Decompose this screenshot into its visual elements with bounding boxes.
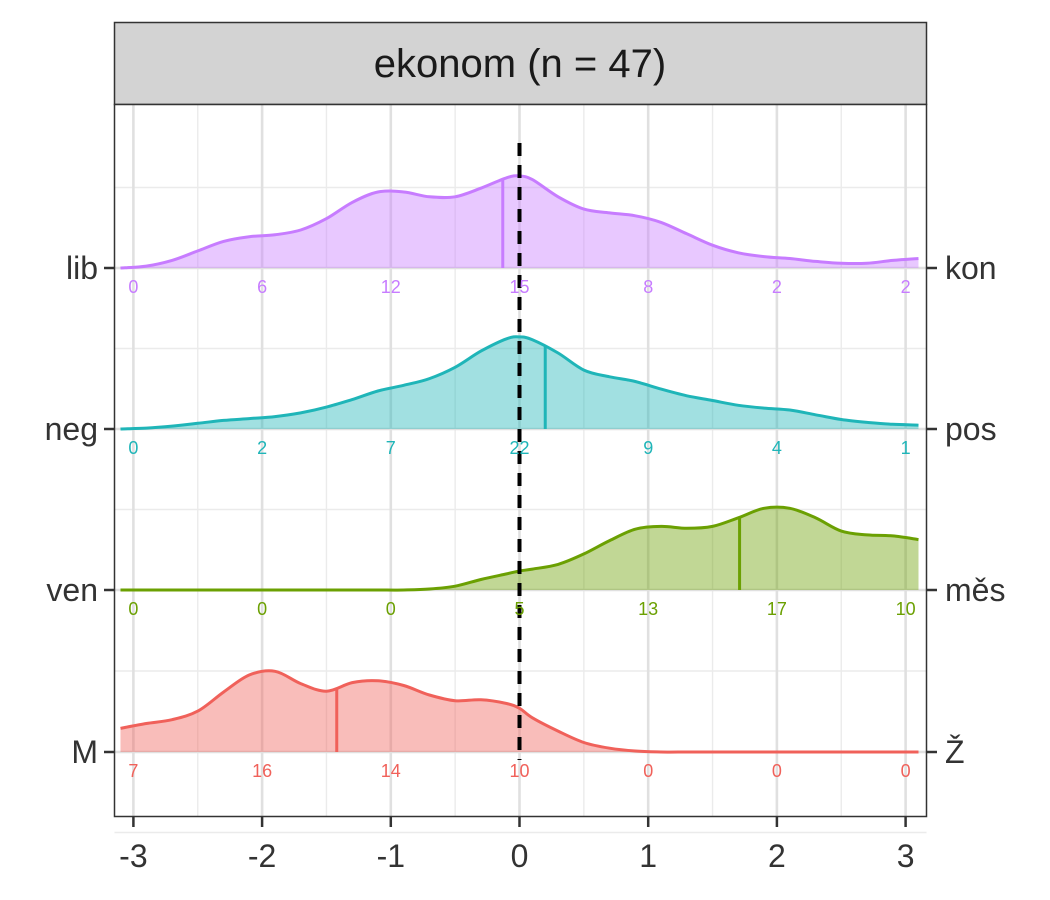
y-label-right-měs: měs — [945, 572, 1005, 608]
x-tick-label: -1 — [377, 838, 405, 874]
x-tick-label: 1 — [639, 838, 657, 874]
count-label: 0 — [128, 599, 138, 619]
count-label: 17 — [767, 599, 787, 619]
x-tick-label: 2 — [768, 838, 786, 874]
count-label: 0 — [386, 599, 396, 619]
count-label: 6 — [257, 277, 267, 297]
ridge-M — [120, 669, 919, 754]
density-area-ven — [120, 507, 919, 591]
x-tick-label: -2 — [248, 838, 276, 874]
y-axis-right: kon pos měs Ž — [926, 250, 1005, 770]
count-label: 0 — [772, 761, 782, 781]
y-label-left-neg: neg — [45, 411, 98, 447]
y-label-right-kon: kon — [945, 250, 997, 286]
count-label: 9 — [643, 438, 653, 458]
count-labels: 0 6 12 15 8 2 20 2 7 22 9 4 10 0 0 5 13 17 107 16 14 10 0 0 0 — [128, 277, 915, 781]
y-label-right-pos: pos — [945, 411, 997, 447]
count-label: 5 — [514, 599, 524, 619]
x-tick-label: 0 — [511, 838, 529, 874]
count-label: 0 — [128, 438, 138, 458]
ridge-neg — [120, 335, 919, 431]
y-axis-left: lib neg ven M — [45, 250, 115, 770]
count-label: 0 — [643, 761, 653, 781]
density-line-M — [120, 669, 919, 754]
count-label: 1 — [901, 438, 911, 458]
count-label: 13 — [638, 599, 658, 619]
density-line-neg — [120, 335, 919, 431]
count-label: 2 — [901, 277, 911, 297]
density-area-neg — [120, 336, 919, 429]
count-label: 10 — [509, 761, 529, 781]
count-label: 2 — [257, 438, 267, 458]
count-label: 4 — [772, 438, 782, 458]
count-label: 15 — [509, 277, 529, 297]
facet-strip — [113, 21, 928, 106]
count-label: 22 — [509, 438, 529, 458]
facet-title: ekonom (n = 47) — [374, 42, 666, 86]
count-label: 8 — [643, 277, 653, 297]
count-label: 7 — [128, 761, 138, 781]
count-label: 0 — [128, 277, 138, 297]
count-label: 7 — [386, 438, 396, 458]
x-tick-label: -3 — [119, 838, 147, 874]
x-tick-label: 3 — [897, 838, 915, 874]
y-label-left-lib: lib — [66, 250, 98, 286]
y-label-right-Ž: Ž — [945, 734, 965, 770]
x-axis: -3 -2 -1 0 1 2 3 — [119, 816, 915, 874]
count-label: 16 — [252, 761, 272, 781]
count-label: 0 — [901, 761, 911, 781]
y-label-left-M: M — [71, 734, 98, 770]
count-label: 10 — [896, 599, 916, 619]
y-label-left-ven: ven — [46, 572, 98, 608]
count-label: 14 — [381, 761, 401, 781]
count-label: 12 — [381, 277, 401, 297]
count-label: 0 — [257, 599, 267, 619]
count-label: 2 — [772, 277, 782, 297]
